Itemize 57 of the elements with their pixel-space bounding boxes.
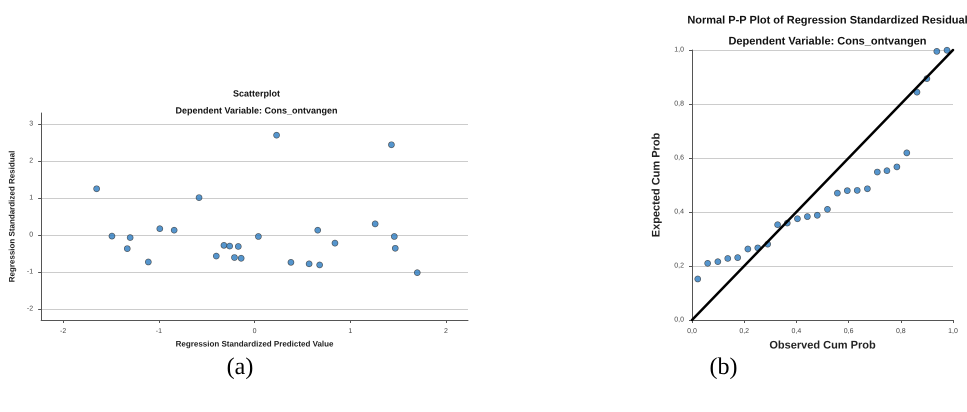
point (392, 244, 399, 252)
point (273, 132, 280, 138)
text: (a) (226, 354, 254, 380)
x-axis-title: Regression Standardized Predicted Value (176, 339, 334, 348)
point (196, 194, 202, 201)
point (255, 233, 262, 240)
chart-title: Normal P-P Plot of Regression Standardized Residual (687, 14, 967, 26)
point (694, 276, 702, 282)
point (414, 269, 421, 276)
point (814, 212, 821, 219)
point (226, 242, 233, 250)
point (156, 225, 164, 232)
point (844, 187, 851, 194)
point (864, 185, 871, 192)
point (934, 48, 940, 55)
point (145, 258, 152, 266)
y-axis-title: Regression Standardized Residual (8, 150, 16, 282)
point (234, 243, 242, 250)
point (704, 260, 711, 267)
point (884, 167, 890, 174)
point (93, 185, 100, 192)
point (744, 246, 752, 252)
point (894, 164, 900, 170)
y-axis-title: Expected Cum Prob (650, 132, 662, 238)
chart-subtitle: Dependent Variable: Cons_ontvangen (175, 106, 338, 116)
point (124, 245, 131, 252)
point (108, 232, 116, 240)
point (724, 255, 732, 262)
point (804, 213, 811, 220)
point (220, 242, 228, 249)
point (904, 150, 910, 156)
point (238, 254, 244, 262)
point (126, 234, 134, 241)
point (824, 206, 831, 213)
point (714, 258, 722, 265)
point (306, 260, 312, 268)
point (944, 46, 950, 54)
point (316, 262, 323, 268)
point (170, 226, 178, 234)
point (854, 187, 861, 194)
point (388, 141, 395, 148)
point (288, 259, 294, 266)
point (231, 254, 238, 261)
point (332, 240, 338, 246)
point (774, 221, 781, 228)
point (372, 220, 378, 228)
point (794, 215, 801, 222)
point (314, 226, 322, 234)
point (834, 190, 841, 196)
point (391, 233, 398, 240)
point (874, 168, 881, 176)
point (212, 252, 220, 260)
point (734, 254, 741, 261)
chart-title: Scatterplot (232, 88, 280, 98)
chart-subtitle: Dependent Variable: Cons_ontvangen (728, 36, 927, 48)
x-axis-title: Observed Cum Prob (769, 340, 876, 352)
text: (b) (710, 354, 738, 380)
